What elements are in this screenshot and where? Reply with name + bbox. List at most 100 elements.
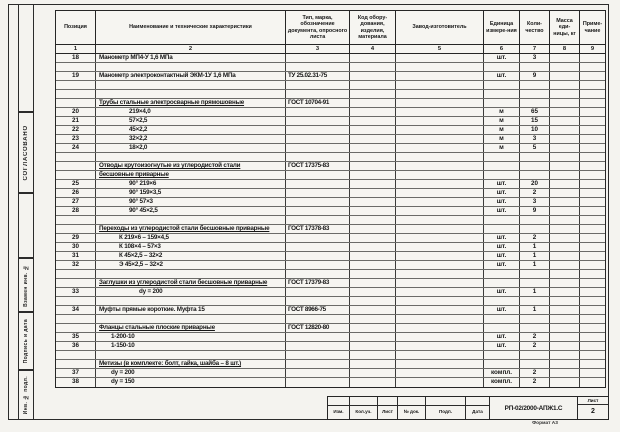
cell-qty: 3 <box>520 198 550 206</box>
cell-doc <box>286 369 350 377</box>
cell-name <box>96 90 286 98</box>
cell-manuf <box>396 216 484 224</box>
cell-doc: ГОСТ 17378-83 <box>286 225 350 233</box>
cell-qty: 1 <box>520 261 550 269</box>
cell-name: К 45×2,5 – 32×2 <box>96 252 286 260</box>
col-num: 5 <box>396 45 484 53</box>
cell-mass <box>550 99 580 107</box>
title-block-grid: Изм. Кол.уч. Лист № док. Подп. Дата <box>328 397 490 419</box>
cell-note <box>580 279 605 287</box>
cell-name: 57×2,5 <box>96 117 286 125</box>
cell-pos: 31 <box>56 252 96 260</box>
cell-doc: ГОСТ 8966-75 <box>286 306 350 314</box>
cell-code <box>350 126 396 134</box>
cell-pos <box>56 171 96 179</box>
cell-unit <box>484 360 520 368</box>
cell-manuf <box>396 90 484 98</box>
cell-unit <box>484 279 520 287</box>
table-row: 30 К 108×4 – 57×3 шт. 1 <box>56 243 605 252</box>
cell-code <box>350 297 396 305</box>
col-header-manufacturer: Завод-изготовитель <box>396 11 484 44</box>
cell-doc: ГОСТ 12820-80 <box>286 324 350 332</box>
cell-manuf <box>396 207 484 215</box>
cell-manuf <box>396 306 484 314</box>
cell-code <box>350 189 396 197</box>
cell-manuf <box>396 153 484 161</box>
cell-unit: м <box>484 126 520 134</box>
spec-rows: 18 Манометр МП4-У 1,6 МПа шт. 3 19 Манометр э… <box>56 54 605 387</box>
cell-unit: м <box>484 144 520 152</box>
table-row <box>56 270 605 279</box>
cell-unit: м <box>484 117 520 125</box>
cell-name: Метизы (в комплекте: болт, гайка, шайба … <box>96 360 286 368</box>
cell-doc <box>286 333 350 341</box>
table-row: 31 К 45×2,5 – 32×2 шт. 1 <box>56 252 605 261</box>
cell-name: Переходы из углеродистой стали бесшовные… <box>96 225 286 233</box>
cell-manuf <box>396 378 484 387</box>
cell-unit: шт. <box>484 207 520 215</box>
cell-pos <box>56 90 96 98</box>
cell-manuf <box>396 369 484 377</box>
title-block-empty-cell <box>328 397 350 406</box>
table-row: 26 90° 159×3,5 шт. 2 <box>56 189 605 198</box>
cell-code <box>350 180 396 188</box>
cell-pos: 24 <box>56 144 96 152</box>
cell-note <box>580 117 605 125</box>
cell-unit: шт. <box>484 234 520 242</box>
col-header-position: Позиция <box>56 11 96 44</box>
cell-manuf <box>396 243 484 251</box>
cell-mass <box>550 342 580 350</box>
cell-code <box>350 279 396 287</box>
cell-qty: 3 <box>520 54 550 62</box>
cell-manuf <box>396 144 484 152</box>
title-block-label-koluch: Кол.уч. <box>350 406 378 419</box>
cell-note <box>580 360 605 368</box>
cell-note <box>580 297 605 305</box>
cell-qty <box>520 315 550 323</box>
cell-name: dу = 200 <box>96 369 286 377</box>
col-num: 2 <box>96 45 286 53</box>
cell-manuf <box>396 297 484 305</box>
cell-qty <box>520 360 550 368</box>
cell-name: 1-150-10 <box>96 342 286 350</box>
cell-mass <box>550 126 580 134</box>
cell-doc <box>286 126 350 134</box>
cell-qty: 15 <box>520 117 550 125</box>
cell-qty: 9 <box>520 72 550 80</box>
table-row: Отводы крутоизогнутые из углеродистой ст… <box>56 162 605 171</box>
cell-code <box>350 171 396 179</box>
cell-name: 219×4,0 <box>96 108 286 116</box>
cell-name: 90° 45×2,5 <box>96 207 286 215</box>
cell-doc <box>286 153 350 161</box>
cell-mass <box>550 252 580 260</box>
col-header-type: Тип, марка, обозначение документа, опрос… <box>286 11 350 44</box>
cell-code <box>350 315 396 323</box>
cell-doc <box>286 216 350 224</box>
col-num: 8 <box>550 45 580 53</box>
cell-name <box>96 153 286 161</box>
cell-code <box>350 351 396 359</box>
cell-name: Фланцы стальные плоские приварные <box>96 324 286 332</box>
cell-pos: 30 <box>56 243 96 251</box>
cell-qty: 3 <box>520 135 550 143</box>
cell-note <box>580 234 605 242</box>
cell-qty <box>520 153 550 161</box>
cell-doc <box>286 351 350 359</box>
cell-unit: шт. <box>484 243 520 251</box>
cell-doc <box>286 342 350 350</box>
cell-doc: ГОСТ 10704-91 <box>286 99 350 107</box>
col-header-quantity: Коли-чество <box>520 11 550 44</box>
cell-manuf <box>396 342 484 350</box>
cell-name: 1-200-10 <box>96 333 286 341</box>
cell-unit <box>484 297 520 305</box>
cell-mass <box>550 234 580 242</box>
cell-note <box>580 153 605 161</box>
cell-qty <box>520 99 550 107</box>
cell-doc <box>286 135 350 143</box>
cell-note <box>580 171 605 179</box>
margin-label-inv-original: Инв. № подл. <box>23 375 29 415</box>
sheet-cell: Лист 2 <box>578 397 608 419</box>
cell-qty <box>520 63 550 71</box>
cell-unit: компл. <box>484 369 520 377</box>
